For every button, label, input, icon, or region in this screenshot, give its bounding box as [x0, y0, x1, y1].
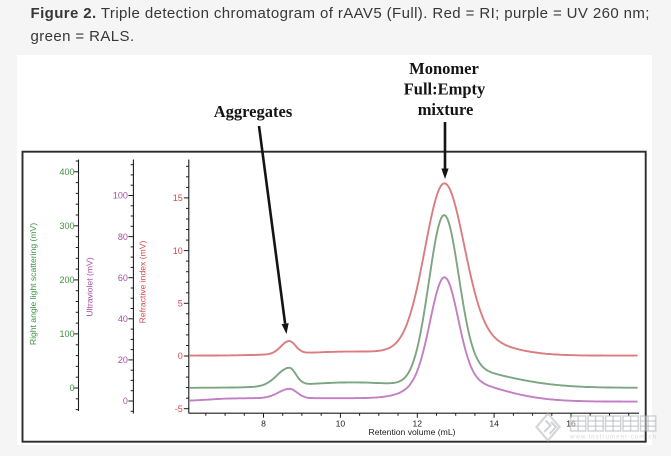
svg-text:0: 0	[69, 383, 74, 393]
svg-text:Retention volume (mL): Retention volume (mL)	[369, 427, 456, 437]
svg-text:100: 100	[59, 329, 74, 339]
svg-text:16: 16	[566, 419, 576, 429]
svg-text:Refractive index (mV): Refractive index (mV)	[138, 241, 148, 324]
svg-text:40: 40	[118, 314, 128, 324]
svg-text:15: 15	[173, 193, 183, 203]
svg-text:0: 0	[123, 396, 128, 406]
svg-text:10: 10	[336, 419, 346, 429]
svg-text:mixture: mixture	[418, 100, 474, 119]
svg-text:Monomer: Monomer	[409, 59, 479, 78]
svg-text:80: 80	[118, 232, 128, 242]
svg-text:5: 5	[178, 299, 183, 309]
svg-text:Right angle light scattering (: Right angle light scattering (mV)	[28, 223, 38, 345]
svg-text:-5: -5	[175, 404, 183, 414]
svg-text:Ultraviolet (mV): Ultraviolet (mV)	[85, 257, 95, 316]
svg-text:www.instrument-com-cn: www.instrument-com-cn	[569, 434, 657, 441]
svg-text:60: 60	[118, 273, 128, 283]
svg-text:14: 14	[489, 419, 499, 429]
svg-text:10: 10	[173, 246, 183, 256]
svg-text:0: 0	[178, 351, 183, 361]
svg-text:8: 8	[261, 419, 266, 429]
svg-text:20: 20	[118, 355, 128, 365]
svg-text:Aggregates: Aggregates	[214, 102, 293, 121]
svg-text:300: 300	[59, 221, 74, 231]
svg-text:400: 400	[59, 167, 74, 177]
svg-text:12: 12	[413, 419, 423, 429]
svg-text:Full:Empty: Full:Empty	[404, 80, 486, 99]
svg-text:200: 200	[59, 275, 74, 285]
svg-text:100: 100	[113, 191, 128, 201]
